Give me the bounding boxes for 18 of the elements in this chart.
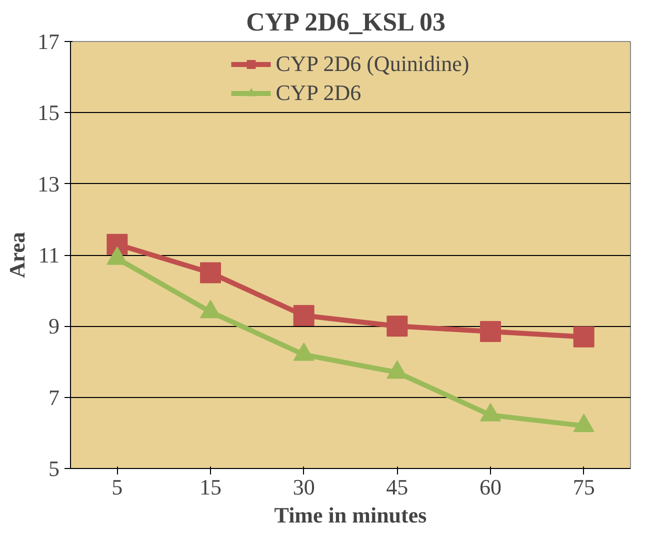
y-tick-label: 17 [38, 29, 60, 54]
x-tick-label: 75 [572, 474, 595, 500]
x-tick-label: 60 [480, 474, 502, 500]
y-tick-label: 15 [38, 100, 60, 126]
x-tick-label: 30 [292, 474, 315, 500]
legend-label: CYP 2D6 [276, 80, 362, 106]
y-tick-label: 7 [48, 384, 60, 410]
y-axis-title: Area [4, 232, 30, 278]
x-tick-label: 15 [200, 474, 222, 500]
chart-title: CYP 2D6_KSL 03 [246, 8, 446, 36]
y-tick-label: 11 [38, 242, 60, 268]
x-tick-label: 45 [386, 474, 408, 500]
legend-label: CYP 2D6 (Quinidine) [276, 51, 470, 77]
x-tick-label: 5 [112, 474, 123, 500]
y-tick-label: 5 [48, 456, 60, 481]
y-tick-label: 13 [38, 171, 60, 196]
y-tick-label: 9 [48, 314, 60, 339]
x-axis-title: Time in minutes [274, 502, 428, 528]
